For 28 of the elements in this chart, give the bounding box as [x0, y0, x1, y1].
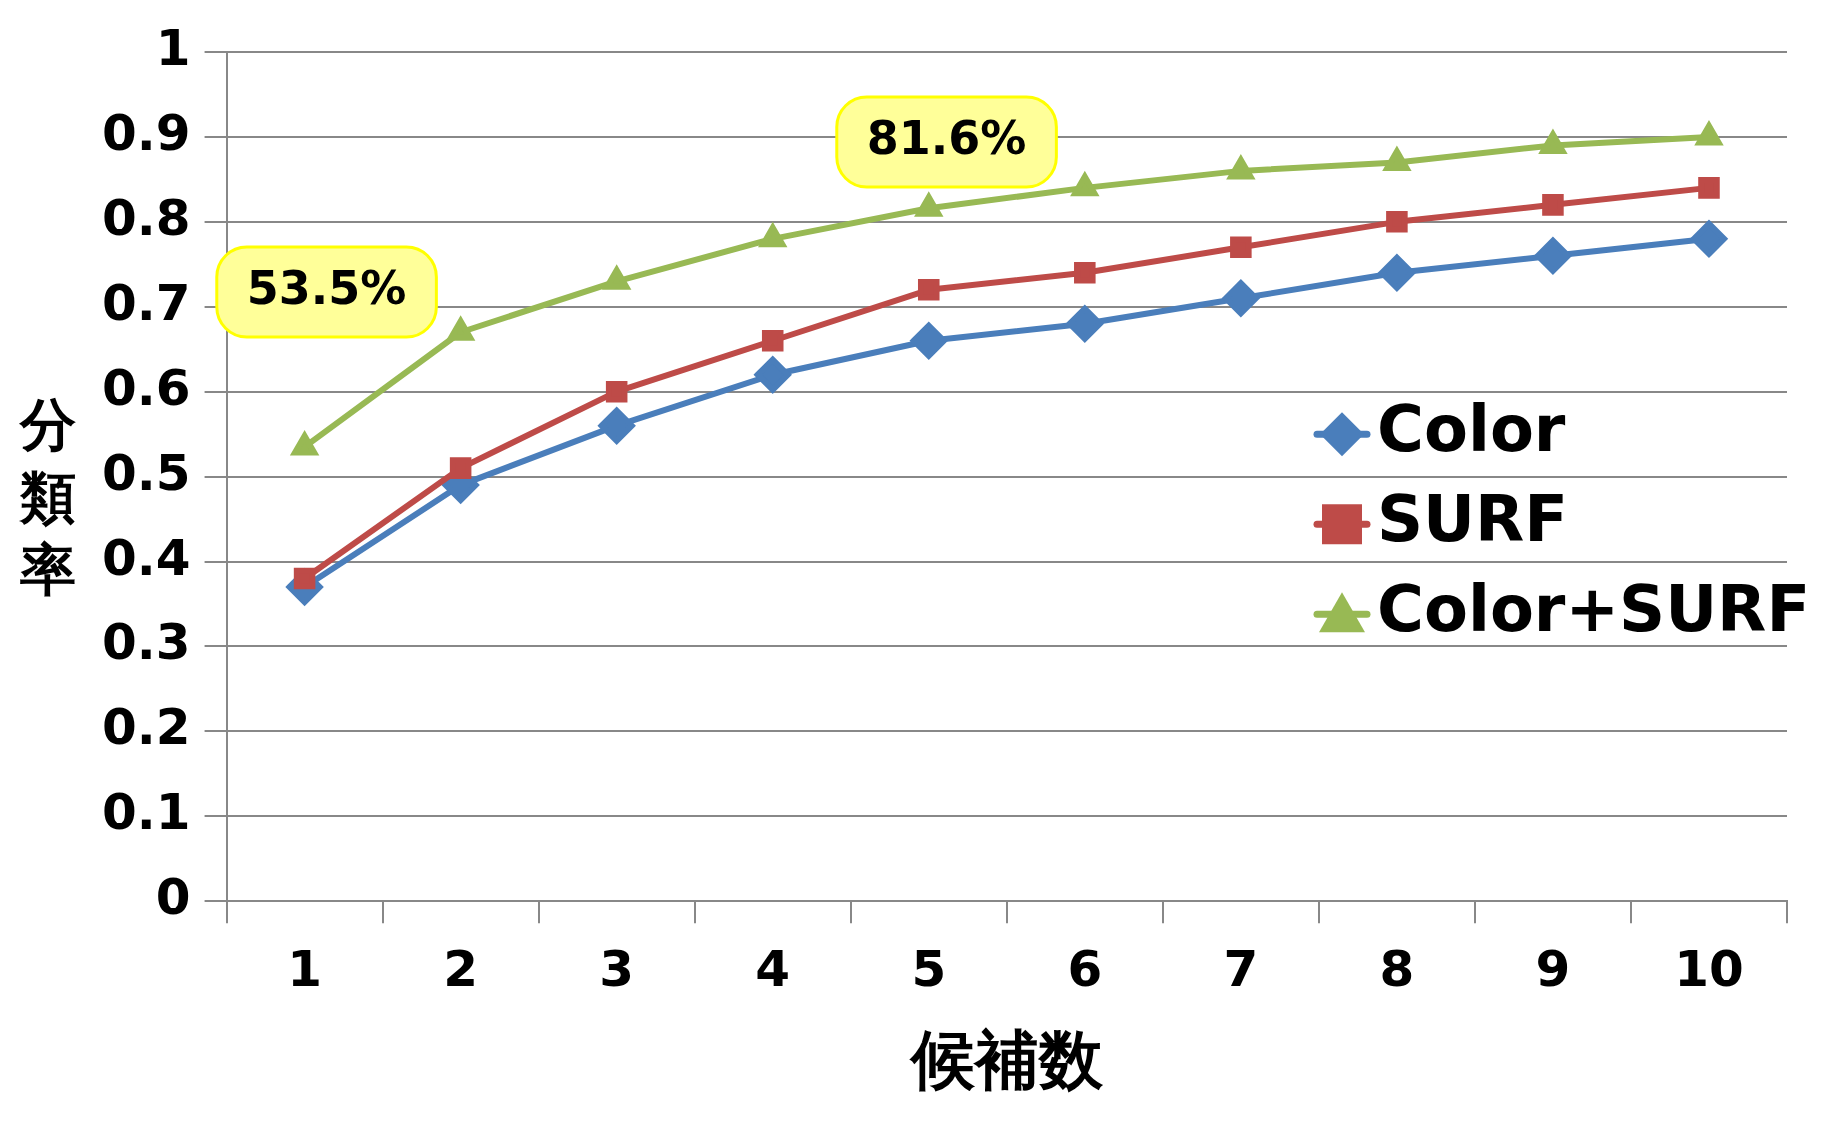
- x-tick-label: 10: [1674, 940, 1744, 999]
- y-axis-title: 分類率: [18, 390, 77, 605]
- y-tick-label: 0.3: [102, 613, 191, 672]
- x-tick-label: 5: [911, 940, 947, 999]
- y-tick-label: 0.5: [102, 443, 191, 502]
- x-tick-label: 4: [755, 940, 791, 999]
- y-tick-label: 0.4: [102, 528, 191, 587]
- y-tick-label: 0.6: [102, 358, 191, 417]
- y-tick-label: 0.7: [102, 273, 191, 332]
- x-tick-label: 2: [443, 940, 479, 999]
- y-tick-label: 1: [155, 18, 191, 77]
- y-tick-label: 0.9: [102, 103, 191, 162]
- legend-label: SURF: [1377, 481, 1569, 556]
- annotation: 81.6%: [866, 110, 1027, 165]
- y-tick-label: 0.1: [102, 783, 191, 842]
- x-tick-label: 7: [1223, 940, 1259, 999]
- legend-label: Color+SURF: [1377, 571, 1811, 646]
- x-tick-label: 9: [1535, 940, 1571, 999]
- legend-label: Color: [1377, 391, 1566, 466]
- x-tick-label: 8: [1379, 940, 1415, 999]
- annotation: 53.5%: [246, 260, 407, 315]
- y-tick-label: 0.8: [102, 188, 191, 247]
- y-tick-label: 0.2: [102, 698, 191, 757]
- x-tick-label: 3: [599, 940, 635, 999]
- x-axis-title: 候補数: [908, 1023, 1104, 1098]
- x-tick-label: 6: [1067, 940, 1103, 999]
- x-tick-label: 1: [287, 940, 322, 999]
- y-tick-label: 0: [155, 868, 191, 927]
